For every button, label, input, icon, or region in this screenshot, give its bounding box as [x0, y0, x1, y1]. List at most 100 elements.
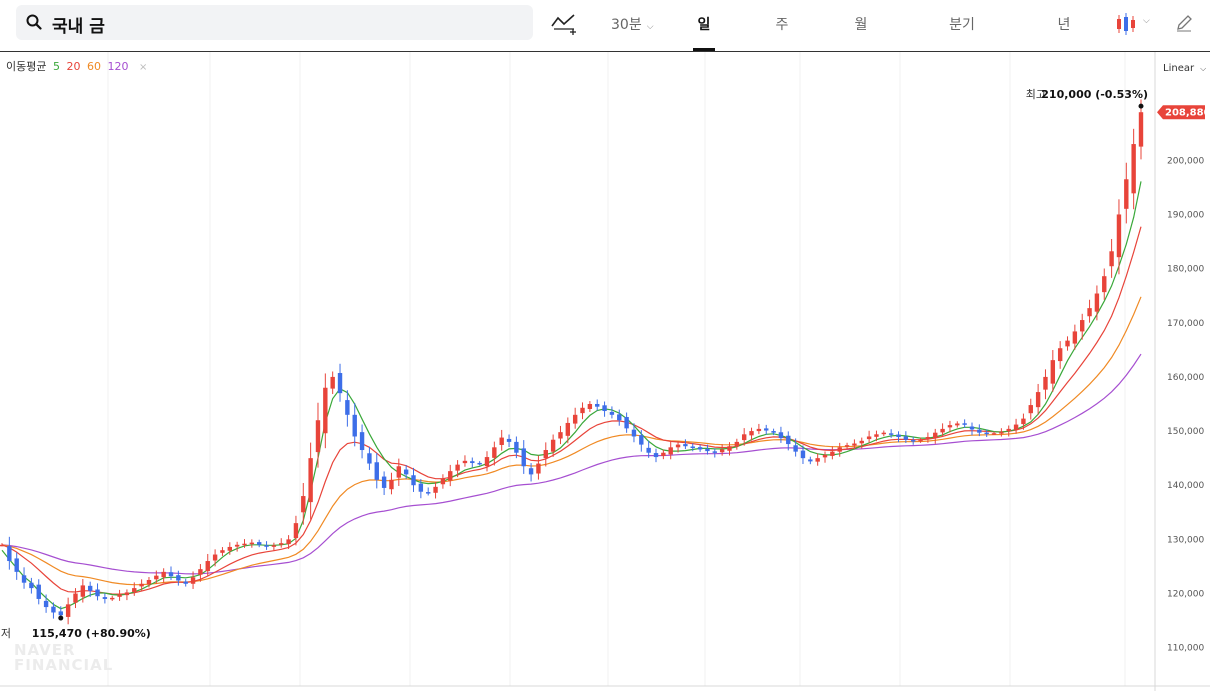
candle	[528, 463, 534, 482]
candle	[286, 535, 291, 549]
candle	[572, 407, 578, 429]
search-input[interactable]: 국내 금	[52, 17, 105, 37]
candle-type-icon[interactable]	[1115, 12, 1139, 36]
drawing-tool-icon[interactable]	[550, 12, 578, 36]
price-chart[interactable]: 110,000 120,000 130,000 140,000 150,000 160,0…	[0, 52, 1210, 691]
candle	[719, 444, 725, 456]
candle	[161, 568, 166, 583]
y-tick-label: 150,000	[1167, 427, 1204, 437]
candle	[36, 579, 41, 605]
candle	[852, 439, 857, 450]
candle	[337, 363, 343, 402]
candle	[793, 438, 798, 457]
y-tick-label: 120,000	[1167, 590, 1204, 600]
candle	[947, 420, 953, 433]
candle	[1094, 285, 1100, 321]
candle	[1021, 413, 1026, 430]
candle	[749, 427, 754, 441]
candle	[925, 432, 931, 443]
chevron-down-icon[interactable]: ⌵	[1143, 16, 1150, 26]
ma-label: 이동평균	[6, 60, 47, 73]
candle	[808, 456, 813, 465]
candle	[345, 390, 350, 427]
candle	[1131, 128, 1136, 210]
candle	[448, 464, 453, 487]
ma-20: 20	[66, 60, 81, 73]
candle	[396, 458, 402, 486]
candle	[95, 583, 100, 601]
candle	[426, 487, 431, 496]
candle	[242, 539, 247, 548]
candle	[279, 538, 284, 548]
candle	[183, 578, 188, 587]
candle	[969, 422, 975, 436]
candle	[984, 429, 989, 437]
candle	[580, 402, 585, 420]
candle	[73, 588, 78, 609]
candle	[514, 436, 519, 459]
search-box[interactable]: 국내 금	[16, 5, 533, 40]
candle	[110, 595, 115, 601]
low-dot	[58, 615, 64, 621]
candle	[815, 453, 820, 466]
candle	[1050, 350, 1056, 392]
candle	[234, 541, 240, 552]
candle	[587, 401, 593, 412]
y-tick-label: 190,000	[1167, 210, 1204, 220]
candle	[374, 452, 379, 489]
candle	[675, 441, 681, 453]
candle	[595, 399, 600, 411]
ma-120: 120	[107, 60, 129, 73]
candle	[367, 446, 372, 470]
candle	[7, 536, 12, 570]
chevron-down-icon: ⌵	[1200, 64, 1207, 73]
candle	[741, 428, 747, 446]
candle	[668, 441, 673, 460]
candle	[896, 431, 901, 443]
candle	[499, 429, 504, 451]
candle	[87, 581, 93, 597]
candle	[43, 594, 49, 613]
candle	[1065, 336, 1070, 351]
candle	[1116, 199, 1122, 275]
candle	[661, 449, 666, 460]
candle	[168, 566, 174, 580]
moving-average-legend: 이동평균 5 20 60 120 ×	[6, 58, 150, 74]
close-icon[interactable]: ×	[138, 62, 148, 73]
candle	[1043, 369, 1048, 400]
candle	[1087, 299, 1092, 323]
candle	[653, 448, 659, 463]
candle	[543, 442, 548, 467]
scale-label: Linear	[1163, 63, 1195, 74]
candle	[712, 448, 717, 458]
candle	[256, 539, 262, 548]
candle	[536, 455, 541, 480]
ma5-line	[1, 181, 1142, 610]
candle	[933, 428, 938, 444]
candle	[359, 424, 365, 459]
y-tick-label: 160,000	[1167, 373, 1204, 383]
candle	[778, 426, 784, 443]
low-marker: 최저 115,470 (+80.90%)	[0, 615, 151, 640]
tab-day[interactable]: 일	[693, 14, 715, 51]
candle	[418, 479, 424, 499]
tab-quarter[interactable]: 분기	[949, 17, 975, 33]
candle	[440, 474, 446, 489]
tab-month[interactable]: 월	[854, 17, 868, 33]
candle	[734, 438, 740, 450]
candle	[21, 567, 27, 589]
scale-dropdown[interactable]: Linear ⌵	[1163, 63, 1206, 74]
candle	[683, 439, 688, 450]
current-price-tag-shape	[1157, 105, 1205, 120]
candle	[506, 434, 512, 447]
candle	[80, 578, 86, 603]
candle	[264, 541, 269, 550]
tab-week[interactable]: 주	[775, 17, 789, 33]
candle	[609, 406, 615, 419]
candle	[558, 425, 563, 445]
pencil-icon[interactable]	[1175, 14, 1193, 32]
ma-60: 60	[86, 60, 101, 73]
tab-year[interactable]: 년	[1057, 17, 1071, 33]
interval-dropdown[interactable]: 30분 ⌵	[611, 14, 654, 51]
candle	[154, 570, 159, 584]
